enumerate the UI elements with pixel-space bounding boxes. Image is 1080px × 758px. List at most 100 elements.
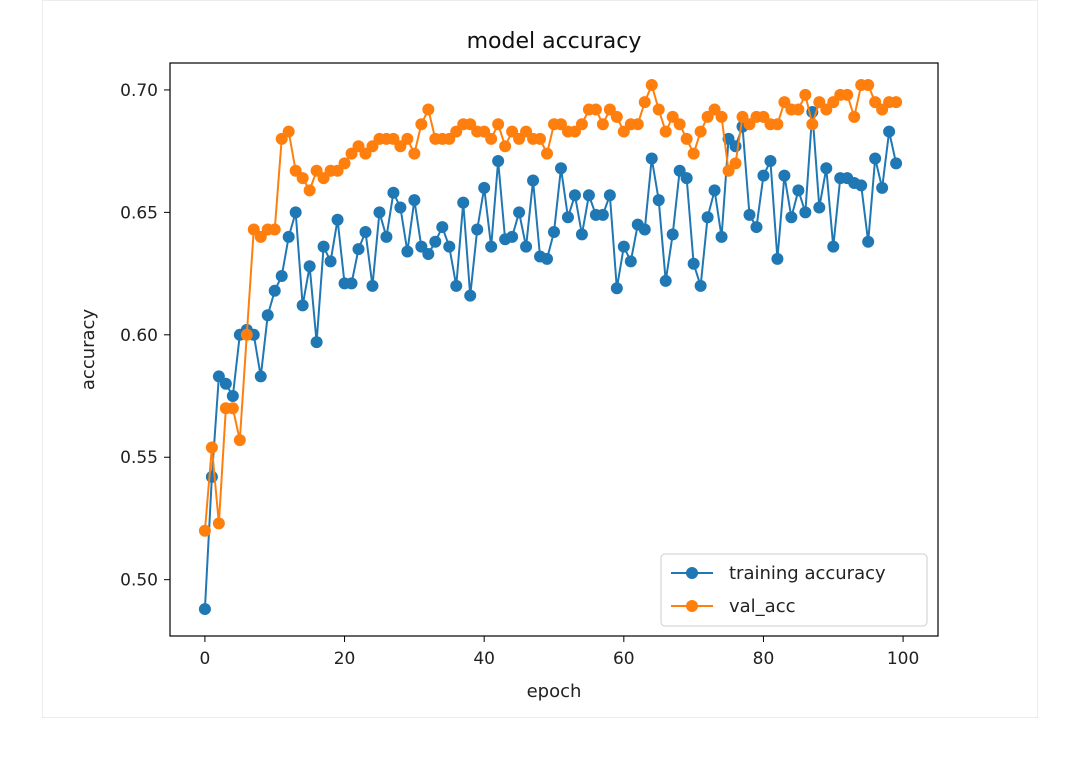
data-point [548, 225, 560, 238]
data-point [890, 157, 903, 170]
data-point [527, 174, 540, 187]
x-tick-label: 0 [199, 649, 210, 669]
data-point [478, 181, 491, 194]
x-tick-label: 100 [887, 649, 919, 669]
x-tick-label: 40 [473, 649, 495, 669]
data-point [345, 277, 358, 290]
data-point [492, 154, 505, 167]
x-tick-label: 80 [753, 649, 775, 669]
data-point [226, 390, 239, 403]
legend-marker [686, 600, 698, 612]
data-point [275, 270, 288, 283]
data-point [631, 118, 644, 131]
data-point [743, 208, 756, 221]
data-point [415, 118, 428, 131]
data-point [324, 255, 337, 268]
data-point [575, 118, 588, 131]
data-point [869, 152, 882, 165]
data-point [666, 228, 679, 241]
data-point [603, 189, 616, 202]
x-tick-label: 60 [613, 649, 635, 669]
data-point [541, 147, 554, 160]
data-point [792, 103, 805, 116]
data-point [778, 169, 791, 182]
data-point [310, 336, 323, 349]
data-point [876, 181, 889, 194]
data-point [268, 223, 281, 236]
data-point [457, 196, 470, 209]
data-point [268, 284, 281, 297]
data-point [205, 470, 218, 483]
data-point [764, 154, 777, 167]
data-point [680, 132, 693, 145]
data-point [513, 206, 526, 219]
data-point [226, 402, 239, 415]
data-point [443, 240, 456, 253]
series-val-acc [198, 79, 903, 537]
data-point [575, 228, 588, 241]
data-point [303, 184, 316, 197]
data-point [589, 103, 602, 116]
chart-title: model accuracy [467, 29, 642, 54]
data-point [422, 103, 435, 116]
data-point [729, 157, 742, 170]
data-point [520, 240, 533, 253]
y-tick-label: 0.55 [120, 448, 158, 468]
data-point [464, 289, 477, 302]
data-point [799, 206, 812, 219]
data-point [429, 235, 442, 248]
data-point [506, 230, 519, 243]
data-point [352, 243, 365, 256]
data-point [359, 225, 372, 238]
x-axis-ticks: 0 20 40 60 80 100 [199, 636, 919, 669]
data-point [471, 223, 484, 236]
data-point [338, 157, 351, 170]
data-point [596, 208, 609, 221]
data-point [771, 118, 784, 131]
data-point [855, 179, 868, 192]
data-point [380, 230, 393, 243]
data-point [331, 213, 344, 226]
data-point [785, 211, 798, 224]
data-point [687, 257, 700, 270]
data-point [282, 230, 295, 243]
legend-label: training accuracy [729, 563, 886, 584]
data-point [890, 96, 903, 109]
data-point [596, 118, 609, 131]
data-point [401, 132, 414, 145]
y-tick-label: 0.65 [120, 203, 158, 223]
data-point [233, 434, 246, 447]
legend-marker [686, 567, 698, 579]
data-point [296, 172, 309, 185]
data-point [624, 255, 637, 268]
plot-area-frame [169, 62, 939, 637]
data-point [387, 186, 400, 199]
data-point [366, 279, 379, 292]
x-tick-label: 20 [334, 649, 356, 669]
data-point [408, 194, 421, 207]
data-point [652, 194, 665, 207]
data-point [848, 110, 861, 123]
data-point [708, 184, 721, 197]
data-point [806, 118, 819, 131]
data-point [554, 162, 567, 175]
data-point [680, 172, 693, 185]
data-point [862, 79, 875, 92]
data-point [282, 125, 295, 138]
series-line [203, 110, 898, 610]
data-point [436, 221, 449, 234]
data-point [317, 240, 330, 253]
series-layer [198, 79, 903, 616]
data-point [422, 248, 435, 260]
y-tick-label: 0.60 [120, 326, 158, 346]
data-point [715, 230, 728, 243]
data-point [694, 125, 707, 138]
data-point [645, 152, 658, 165]
legend-label: val_acc [729, 596, 796, 617]
data-point [240, 328, 253, 341]
data-point [757, 169, 770, 182]
data-point [541, 252, 554, 265]
y-tick-label: 0.70 [120, 81, 158, 101]
data-point [219, 377, 232, 390]
